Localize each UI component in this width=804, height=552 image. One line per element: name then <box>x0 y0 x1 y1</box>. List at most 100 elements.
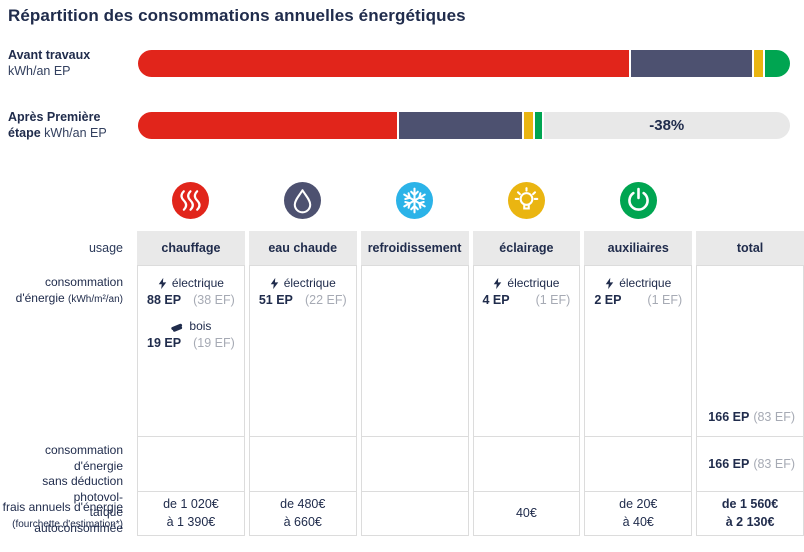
row-label-cost: frais annuels d'énergie (fourchette d'es… <box>0 492 133 536</box>
row-label-pv-l3: taïque autoconsommée <box>34 505 123 535</box>
ep-value: 2 EP <box>594 293 622 307</box>
bar-segment-auxiliaires <box>533 111 542 139</box>
cell-cost-auxiliaires: de 20€ à 40€ <box>584 492 693 536</box>
cell-pv-chauffage <box>137 437 245 492</box>
ef-value: (19 EF) <box>193 336 235 350</box>
column-header-refroidissement: refroidissement <box>360 231 469 265</box>
row-label-consumption: consommation d'énergie (kWh/m²/an) <box>0 265 133 437</box>
usage-icons-row <box>0 169 804 231</box>
bar-label-after-line1: Après Première <box>8 109 101 124</box>
bar-label-after-unit: kWh/an EP <box>44 126 107 140</box>
bolt-icon <box>270 277 278 289</box>
bar-segment-economie: -38% <box>541 111 790 139</box>
energy-source-label: bois <box>189 319 212 333</box>
energy-entry: électrique 2 EP (1 EF) <box>592 276 684 307</box>
heat-icon <box>172 181 210 219</box>
cell-consumption-eau-chaude: électrique 51 EP (22 EF) <box>248 265 357 437</box>
ep-value: 4 EP <box>482 293 510 307</box>
bolt-icon <box>494 277 502 289</box>
column-header-auxiliaires: auxiliaires <box>584 231 693 265</box>
water-drop-icon <box>284 181 322 219</box>
row-label-pv: consommation d'énergie sans déduction ph… <box>0 437 133 535</box>
cost-value: à 2 130€ <box>725 514 775 529</box>
cost-value: à 1 390€ <box>166 514 216 529</box>
bar-segment-eclairage <box>522 111 534 139</box>
bar-label-after-line2: étape <box>8 126 41 140</box>
bar-row-after: Après Première étape kWh/an EP -38% <box>0 103 804 147</box>
cost-value: de 20€ <box>619 497 658 511</box>
column-header-total: total <box>696 231 804 265</box>
cell-cost-chauffage: de 1 020€ à 1 390€ <box>137 492 245 536</box>
cell-consumption-total: 166 EP (83 EF) <box>696 265 804 437</box>
wood-logs-icon <box>171 323 183 332</box>
cell-cost-eclairage: 40€ <box>472 492 581 536</box>
bolt-icon <box>605 277 614 289</box>
cell-cost-refroidissement <box>360 492 469 536</box>
total-ef-value: (83 EF) <box>753 410 795 424</box>
column-header-eau-chaude: eau chaude <box>248 231 357 265</box>
bar-label-before-unit: kWh/an EP <box>8 64 71 78</box>
bar-row-before: Avant travaux kWh/an EP <box>0 41 804 85</box>
row-label-consumption-unit: (kWh/m²/an) <box>68 293 123 305</box>
ef-value: (1 EF) <box>535 293 571 307</box>
energy-source-label: électrique <box>171 276 224 290</box>
energy-entry: électrique 51 EP (22 EF) <box>257 276 349 307</box>
bar-label-before: Avant travaux kWh/an EP <box>0 47 138 80</box>
cell-pv-eau-chaude <box>248 437 357 492</box>
cost-value: de 480€ <box>280 497 326 511</box>
row-label-consumption-l2: d'énergie <box>15 290 65 305</box>
cost-value: à 40€ <box>622 514 654 529</box>
total-ep-value: 166 EP <box>708 457 750 471</box>
ep-value: 51 EP <box>258 293 293 307</box>
total-ef-value: (83 EF) <box>753 457 795 471</box>
row-label-cost-main: frais annuels d'énergie <box>2 500 123 514</box>
cell-pv-total: 166 EP (83 EF) <box>696 437 804 492</box>
cost-value: de 1 560€ <box>721 497 779 511</box>
power-icon <box>619 181 657 219</box>
ef-value: (38 EF) <box>193 293 235 307</box>
snowflake-icon <box>396 181 434 219</box>
bar-segment-eclairage <box>752 49 764 77</box>
cell-cost-eau-chaude: de 480€ à 660€ <box>248 492 357 536</box>
ep-value: 88 EP <box>147 293 182 307</box>
ef-value: (22 EF) <box>304 293 347 307</box>
bulb-icon <box>507 181 545 219</box>
stacked-bars-section: Avant travaux kWh/an EP Après Première é… <box>0 41 804 147</box>
ep-value: 19 EP <box>147 336 182 350</box>
cell-pv-eclairage <box>472 437 581 492</box>
bolt-icon <box>158 277 167 289</box>
cell-pv-auxiliaires <box>584 437 693 492</box>
energy-source-label: électrique <box>619 276 672 290</box>
row-label-cost-sub: (fourchette d'estimation*) <box>12 518 123 530</box>
cell-pv-refroidissement <box>360 437 469 492</box>
row-label-consumption-l1: consommation <box>44 275 123 289</box>
bar-label-after: Après Première étape kWh/an EP <box>0 109 138 142</box>
bar-segment-auxiliaires <box>763 49 790 77</box>
ef-value: (1 EF) <box>647 293 683 307</box>
row-label-pv-l1: consommation d'énergie <box>44 443 123 473</box>
energy-entry: électrique 4 EP (1 EF) <box>481 276 573 307</box>
total-ep-value: 166 EP <box>708 410 750 424</box>
cell-consumption-auxiliaires: électrique 2 EP (1 EF) <box>584 265 693 437</box>
bar-segment-eau-chaude <box>397 111 523 139</box>
cost-value: à 660€ <box>283 514 322 529</box>
energy-source-label: électrique <box>283 276 336 290</box>
bar-after: -38% <box>138 111 790 139</box>
bar-label-before-title: Avant travaux <box>8 47 91 62</box>
bar-segment-eau-chaude <box>628 49 753 77</box>
cell-cost-total: de 1 560€ à 2 130€ <box>696 492 804 536</box>
cell-consumption-refroidissement <box>360 265 469 437</box>
bar-segment-chauffage <box>138 111 398 139</box>
row-label-pv-l2: sans déduction photovol- <box>42 474 123 504</box>
column-header-eclairage: éclairage <box>472 231 581 265</box>
energy-entry: bois 19 EP (19 EF) <box>145 319 237 350</box>
column-header-chauffage: chauffage <box>137 231 245 265</box>
cost-value: 40€ <box>515 505 537 520</box>
energy-entry: électrique 88 EP (38 EF) <box>145 276 237 307</box>
cell-consumption-eclairage: électrique 4 EP (1 EF) <box>472 265 581 437</box>
column-header-usage: usage <box>88 241 123 255</box>
cost-value: de 1 020€ <box>163 497 219 511</box>
bar-segment-chauffage <box>138 49 629 77</box>
bar-before <box>138 49 790 77</box>
energy-table: usage chauffage eau chaude refroidisseme… <box>0 231 804 536</box>
